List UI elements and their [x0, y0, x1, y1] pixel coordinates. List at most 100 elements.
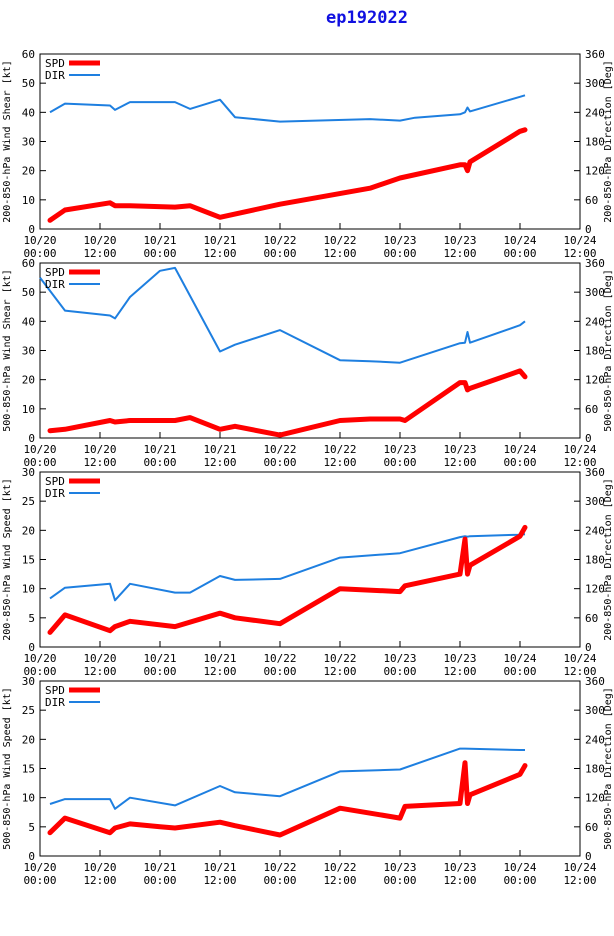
panel-3-legend-dir-label: DIR [45, 487, 65, 500]
panel-4-xtick-date: 10/21 [203, 861, 236, 874]
panel-1-xtick-date: 10/20 [23, 234, 56, 247]
panel-3-xtick-time: 12:00 [563, 665, 596, 678]
panel-4-xtick-time: 12:00 [443, 874, 476, 887]
panel-1-ytick-label: 60 [22, 48, 35, 61]
panel-2-xtick-date: 10/21 [143, 443, 176, 456]
panel-2-xtick-time: 00:00 [383, 456, 416, 469]
panel-1-xtick-time: 00:00 [263, 247, 296, 260]
panel-3-series-dir-line [49, 533, 526, 602]
panel-1-ytick-label: 0 [28, 223, 35, 236]
panel-2-xtick-date: 10/21 [203, 443, 236, 456]
panel-3-y2tick-label: 120 [585, 583, 605, 596]
panel-2-xtick-date: 10/24 [503, 443, 536, 456]
panel-4-xtick-time: 00:00 [263, 874, 296, 887]
panel-4-xtick-date: 10/24 [503, 861, 536, 874]
panel-4-xtick-date: 10/23 [443, 861, 476, 874]
panel-1-legend-dir-label: DIR [45, 69, 65, 82]
panel-1-y2tick-label: 0 [585, 223, 592, 236]
panel-1-ytick-label: 20 [22, 165, 35, 178]
panel-2-xtick-date: 10/23 [383, 443, 416, 456]
panel-1-y-axis-label: 200-850-hPa Wind Shear [kt] [2, 60, 13, 223]
panel-2-series-spd-line [47, 368, 528, 438]
panel-2-y2tick-label: 300 [585, 286, 605, 299]
panel-4-plot-frame [39, 680, 581, 857]
panel-1-xtick-time: 00:00 [143, 247, 176, 260]
panel-1-xtick-time: 12:00 [323, 247, 356, 260]
panel-1-y2-axis-label: 200-850-hPa Direction [Deg] [603, 60, 614, 223]
panel-4-y2tick-label: 60 [585, 821, 598, 834]
panel-1-ytick-label: 50 [22, 77, 35, 90]
panel-4-y-axis-label: 500-850-hPa Wind Speed [kt] [2, 687, 13, 850]
panel-2-xtick-date: 10/20 [23, 443, 56, 456]
panel-3-xtick-time: 12:00 [203, 665, 236, 678]
panel-1-y2tick-label: 60 [585, 194, 598, 207]
panel-1-xtick-time: 12:00 [563, 247, 596, 260]
panel-1-xtick-date: 10/20 [83, 234, 116, 247]
panel-2-xtick-time: 12:00 [203, 456, 236, 469]
panel-3-xtick-date: 10/20 [23, 652, 56, 665]
panel-2-y2tick-label: 0 [585, 432, 592, 445]
panel-2-xtick-time: 00:00 [263, 456, 296, 469]
panel-4-y2tick-label: 300 [585, 704, 605, 717]
panel-3-xtick-date: 10/22 [263, 652, 296, 665]
panel-4-ytick-label: 30 [22, 675, 35, 688]
panel-4-ytick-label: 10 [22, 792, 35, 805]
panel-1-xtick-date: 10/22 [263, 234, 296, 247]
panel-2-ytick-label: 10 [22, 403, 35, 416]
panel-4-xtick-time: 00:00 [143, 874, 176, 887]
panel-1-ytick-label: 30 [22, 136, 35, 149]
panel-1-ytick-label: 10 [22, 194, 35, 207]
panel-4-xtick-time: 00:00 [23, 874, 56, 887]
panel-3-ytick-label: 25 [22, 495, 35, 508]
panel-4-series-dir-line [49, 747, 525, 810]
panel-3-xtick-time: 12:00 [443, 665, 476, 678]
panel-1-xtick-date: 10/24 [503, 234, 536, 247]
panel-4-y2tick-label: 120 [585, 792, 605, 805]
panel-3-xtick-date: 10/24 [563, 652, 596, 665]
panel-3-y2tick-label: 180 [585, 554, 605, 567]
panel-3-y2tick-label: 360 [585, 466, 605, 479]
panel-4-series-spd-line [47, 760, 528, 838]
panel-2-xtick-time: 12:00 [323, 456, 356, 469]
panel-4-xtick-time: 12:00 [203, 874, 236, 887]
panel-1-legend-spd-label: SPD [45, 57, 65, 70]
panel-4-y2tick-label: 180 [585, 763, 605, 776]
panel-4-y2tick-label: 360 [585, 675, 605, 688]
panel-4-legend-dir-label: DIR [45, 696, 65, 709]
panel-4-xtick-date: 10/24 [563, 861, 596, 874]
panel-1-y2tick-label: 300 [585, 77, 605, 90]
panel-3-ytick-label: 15 [22, 554, 35, 567]
panel-2-ytick-label: 40 [22, 315, 35, 328]
panel-1-xtick-time: 00:00 [383, 247, 416, 260]
panel-1-y2tick-label: 360 [585, 48, 605, 61]
panel-3-xtick-time: 00:00 [143, 665, 176, 678]
panel-3-xtick-date: 10/23 [383, 652, 416, 665]
panel-1-xtick-time: 00:00 [23, 247, 56, 260]
panel-3-xtick-time: 12:00 [83, 665, 116, 678]
panel-4-xtick-time: 00:00 [383, 874, 416, 887]
panel-1-y2tick-label: 180 [585, 136, 605, 149]
panel-3-ytick-label: 10 [22, 583, 35, 596]
panel-4-ytick-label: 15 [22, 763, 35, 776]
panel-2-ytick-label: 0 [28, 432, 35, 445]
panel-4-xtick-date: 10/22 [263, 861, 296, 874]
panel-3-xtick-date: 10/22 [323, 652, 356, 665]
panel-4-ytick-label: 20 [22, 733, 35, 746]
panel-2-series-dir-line [39, 266, 526, 364]
panel-2-y2-axis-label: 500-850-hPa Direction [Deg] [603, 269, 614, 432]
panel-3-ytick-label: 20 [22, 524, 35, 537]
panel-2-xtick-date: 10/24 [563, 443, 596, 456]
panel-4-xtick-time: 12:00 [563, 874, 596, 887]
panel-3-xtick-date: 10/21 [143, 652, 176, 665]
panel-2-ytick-label: 60 [22, 257, 35, 270]
panel-1-xtick-date: 10/23 [383, 234, 416, 247]
panel-2-xtick-time: 12:00 [83, 456, 116, 469]
page-title: ep192022 [326, 8, 408, 28]
panel-2-xtick-time: 12:00 [563, 456, 596, 469]
panel-3-y2-axis-label: 200-850-hPa Direction [Deg] [603, 478, 614, 641]
panel-1-xtick-time: 12:00 [203, 247, 236, 260]
panel-1-xtick-date: 10/21 [203, 234, 236, 247]
panel-4-xtick-date: 10/20 [83, 861, 116, 874]
panel-3-y2tick-label: 60 [585, 612, 598, 625]
panel-4-xtick-time: 12:00 [83, 874, 116, 887]
